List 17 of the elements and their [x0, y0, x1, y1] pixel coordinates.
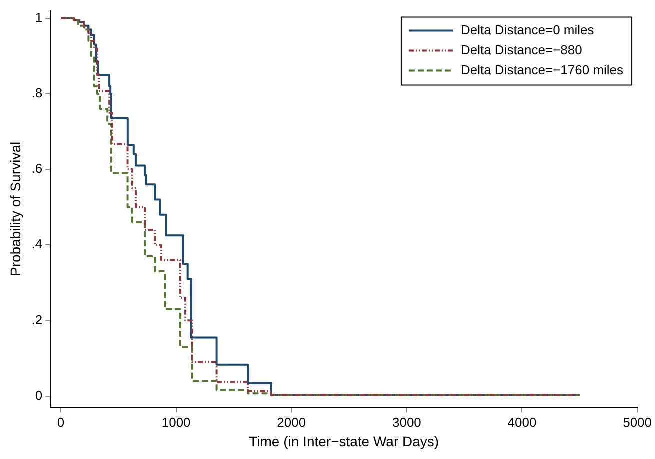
x-axis-title: Time (in Inter−state War Days) — [249, 433, 440, 450]
y-tick-label: .2 — [32, 312, 43, 328]
x-tick-label: 0 — [57, 414, 65, 430]
legend-label: Delta Distance=0 miles — [460, 22, 595, 38]
x-tick-label: 3000 — [392, 414, 422, 430]
legend-label: Delta Distance=−1760 miles — [460, 62, 624, 78]
x-tick-label: 1000 — [162, 414, 191, 430]
x-tick-label: 2000 — [277, 414, 306, 430]
y-axis-title: Probability of Survival — [7, 142, 24, 277]
y-tick-label: 0 — [35, 388, 43, 403]
x-tick-label: 4000 — [508, 414, 537, 430]
x-tick-label: 5000 — [623, 414, 652, 430]
y-tick-label: .4 — [32, 236, 43, 252]
y-tick-label: 1 — [35, 10, 43, 25]
y-tick-label: .8 — [32, 86, 43, 101]
y-tick-label: .6 — [32, 161, 43, 176]
legend-label: Delta Distance=−880 — [460, 42, 582, 58]
